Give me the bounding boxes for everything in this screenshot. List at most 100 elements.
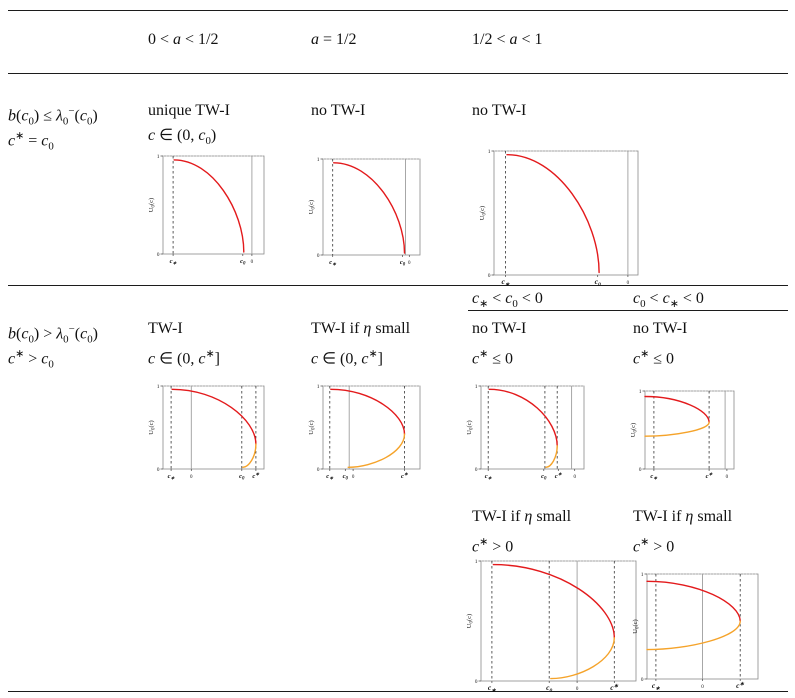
svg-text:0: 0 xyxy=(157,252,160,258)
row2-condition-line1: b(c0) > λ0−(c0) xyxy=(8,323,98,346)
svg-text:U0​(c): U0​(c) xyxy=(308,200,317,214)
svg-text:0: 0 xyxy=(408,261,411,266)
svg-text:0: 0 xyxy=(317,253,320,259)
svg-text:c∗​: c∗​ xyxy=(488,683,496,692)
svg-text:c∗​: c∗​ xyxy=(326,473,334,480)
svg-text:U0​(c): U0​(c) xyxy=(148,198,157,212)
svg-text:U0​(c): U0​(c) xyxy=(148,420,157,434)
rule-mid xyxy=(8,285,788,286)
row1-condition-line2: c∗ = c0 xyxy=(8,130,54,153)
svg-text:c∗​: c∗​ xyxy=(652,681,660,690)
col-header-a-large: 1/2 < a < 1 xyxy=(472,31,543,48)
svg-text:c∗​: c∗​ xyxy=(329,259,337,266)
svg-text:1: 1 xyxy=(317,157,320,163)
svg-text:1: 1 xyxy=(157,154,160,160)
svg-text:c∗​: c∗​ xyxy=(168,473,176,480)
row2-cell2-line2: c ∈ (0, c∗] xyxy=(311,348,383,368)
svg-text:1: 1 xyxy=(488,149,491,155)
svg-text:c0​: c0​ xyxy=(541,473,547,480)
svg-text:c∗​: c∗​ xyxy=(555,472,563,480)
row3-cell4-line2: c∗ > 0 xyxy=(633,536,675,556)
plot-r1c1: 0 1 U0​(c) c∗​ c0​ 0 xyxy=(148,153,266,270)
figure-r3c3: 0 1 U0​(c) c∗​ c0​ 0 c∗​ xyxy=(466,559,637,694)
svg-text:0: 0 xyxy=(576,687,579,692)
svg-text:1: 1 xyxy=(317,384,320,390)
svg-text:c∗​: c∗​ xyxy=(170,258,178,265)
svg-text:0: 0 xyxy=(352,475,355,480)
svg-text:1: 1 xyxy=(157,384,160,390)
row2-cell4-line1: no TW-I xyxy=(633,320,688,337)
svg-text:c∗​: c∗​ xyxy=(650,473,658,480)
svg-text:1: 1 xyxy=(641,572,644,578)
svg-text:c∗​: c∗​ xyxy=(485,473,493,480)
row2-cell1-line1: TW-I xyxy=(148,320,183,337)
figure-r2c1: 0 1 U0​(c) c∗​ 0 c0​ c∗​ xyxy=(148,384,265,482)
row3-cell3-line1: TW-I if η small xyxy=(472,508,572,525)
svg-text:c0​: c0​ xyxy=(240,258,246,265)
row3-cell3-line2: c∗ > 0 xyxy=(472,536,514,556)
row3-cell4-line1: TW-I if η small xyxy=(633,508,733,525)
figure-r2c4: 0 1 U0​(c) c∗​ c∗​ 0 xyxy=(630,389,735,482)
svg-text:c∗​: c∗​ xyxy=(501,277,509,286)
row1-cell3-line1: no TW-I xyxy=(472,102,527,119)
plot-r2c3: 0 1 U0​(c) c∗​ c0​ c∗​ 0 xyxy=(466,383,586,485)
rule-bottom xyxy=(8,691,788,692)
plot-r2c4: 0 1 U0​(c) c∗​ c∗​ 0 xyxy=(630,388,736,485)
svg-text:c0​: c0​ xyxy=(546,683,552,692)
svg-text:c0​: c0​ xyxy=(239,473,245,480)
svg-text:1: 1 xyxy=(475,559,478,565)
row2-cell3-line2: c∗ ≤ 0 xyxy=(472,348,514,368)
plot-r3c3: 0 1 U0​(c) c∗​ c0​ 0 c∗​ xyxy=(466,558,638,697)
subheader-case-cstar-c0-neg: c∗ < c0 < 0 xyxy=(472,290,543,311)
svg-text:c0​: c0​ xyxy=(343,473,349,480)
row1-cell1-line1: unique TW-I xyxy=(148,102,230,119)
svg-text:1: 1 xyxy=(639,389,642,395)
svg-text:U0​(c): U0​(c) xyxy=(630,423,639,437)
figure-r2c3: 0 1 U0​(c) c∗​ c0​ c∗​ 0 xyxy=(466,384,585,482)
svg-text:0: 0 xyxy=(726,475,729,480)
row1-cell1-line2: c ∈ (0, c0) xyxy=(148,127,217,148)
svg-text:0: 0 xyxy=(475,679,478,685)
row2-cell2-line1: TW-I if η small xyxy=(311,320,411,337)
svg-text:0: 0 xyxy=(475,467,478,473)
col-header-a-small: 0 < a < 1/2 xyxy=(148,31,219,48)
svg-text:0: 0 xyxy=(627,281,630,286)
svg-text:c∗​: c∗​ xyxy=(252,472,260,480)
svg-text:0: 0 xyxy=(701,685,704,690)
figure-r3c4: 0 1 U0​(c) c∗​ 0 c∗​ xyxy=(632,572,759,692)
svg-text:c∗​: c∗​ xyxy=(610,683,618,692)
row1-cell2-line1: no TW-I xyxy=(311,102,366,119)
row2-condition-line2: c∗ > c0 xyxy=(8,348,54,371)
svg-text:0: 0 xyxy=(488,273,491,279)
rule-under-header xyxy=(8,73,788,74)
rule-under-subheader xyxy=(468,310,788,311)
row2-cell3-line1: no TW-I xyxy=(472,320,527,337)
rule-top xyxy=(8,10,788,11)
svg-text:U0​(c): U0​(c) xyxy=(632,619,641,633)
svg-text:0: 0 xyxy=(317,467,320,473)
svg-text:0: 0 xyxy=(157,467,160,473)
svg-text:U0​(c): U0​(c) xyxy=(466,614,475,628)
svg-text:c∗​: c∗​ xyxy=(706,472,714,480)
plot-r3c4: 0 1 U0​(c) c∗​ 0 c∗​ xyxy=(632,571,760,695)
subheader-case-c0-cstar-neg: c0 < c∗ < 0 xyxy=(633,290,704,311)
svg-text:1: 1 xyxy=(475,384,478,390)
svg-text:0: 0 xyxy=(190,475,193,480)
figure-r1c1: 0 1 U0​(c) c∗​ c0​ 0 xyxy=(148,154,265,267)
svg-text:c0​: c0​ xyxy=(595,277,601,286)
svg-text:c∗​: c∗​ xyxy=(736,681,744,690)
svg-text:0: 0 xyxy=(573,475,576,480)
row2-cell1-line2: c ∈ (0, c∗] xyxy=(148,348,220,368)
svg-text:c0​: c0​ xyxy=(400,259,406,266)
plot-r1c3: 0 1 U0​(c) c∗​ c0​ 0 xyxy=(479,148,640,291)
svg-text:U0​(c): U0​(c) xyxy=(308,420,317,434)
svg-text:0: 0 xyxy=(641,677,644,683)
svg-text:U0​(c): U0​(c) xyxy=(466,420,475,434)
plot-r2c1: 0 1 U0​(c) c∗​ 0 c0​ c∗​ xyxy=(148,383,266,485)
svg-text:0: 0 xyxy=(251,260,254,265)
